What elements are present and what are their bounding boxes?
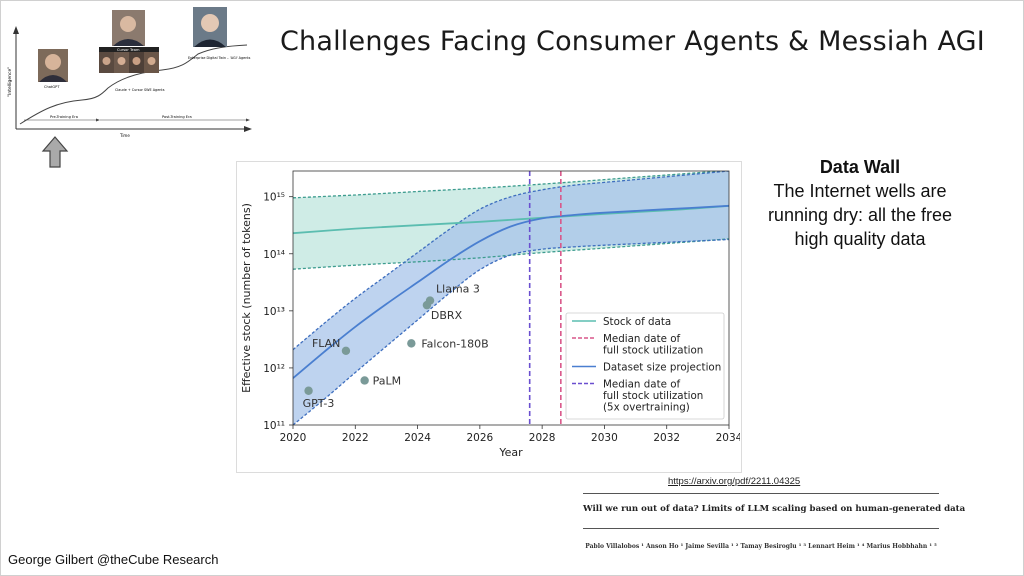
model-label: PaLM bbox=[373, 374, 402, 387]
paper-rule-bottom bbox=[583, 528, 939, 529]
post-training-label: Post-Training Era bbox=[162, 115, 192, 119]
cursor-ceo-portrait bbox=[112, 10, 145, 46]
y-tick-label: 10¹² bbox=[263, 363, 285, 375]
y-axis-label: Effective stock (number of tokens) bbox=[240, 203, 253, 393]
model-label: FLAN bbox=[312, 337, 340, 350]
plot-frame bbox=[292, 170, 730, 426]
model-label: DBRX bbox=[431, 309, 463, 322]
data-wall-callout: Data Wall The Internet wells are running… bbox=[760, 155, 960, 251]
current-position-arrow-icon bbox=[41, 136, 69, 168]
x-tick-label: 2026 bbox=[466, 432, 493, 444]
timeline-y-label: "Intelligence" bbox=[7, 67, 13, 97]
claude-cursor-label: Claude + Cursor SWE Agents bbox=[115, 88, 165, 92]
legend-entry: Stock of data bbox=[603, 316, 671, 328]
chatgpt-label: ChatGPT bbox=[44, 85, 60, 89]
x-tick-label: 2032 bbox=[653, 432, 680, 444]
timeline-x-arrow bbox=[244, 126, 252, 132]
projection-upper-bound-line bbox=[293, 171, 729, 351]
paper-title: Will we run out of data? Limits of LLM s… bbox=[583, 504, 966, 514]
data-wall-body: The Internet wells are running dry: all … bbox=[767, 181, 953, 249]
dataset-projection-line bbox=[293, 204, 729, 379]
model-label: Falcon-180B bbox=[421, 337, 488, 350]
chart-svg: 2020 2022 2024 2026 2028 2030 2032 2034 10¹¹ 10¹²… bbox=[240, 170, 740, 459]
model-point-gpt-3 bbox=[304, 386, 313, 395]
data-wall-heading: Data Wall bbox=[819, 157, 901, 177]
dataset-projection-band bbox=[293, 171, 729, 425]
cursor-team-label: Cursor Team bbox=[117, 48, 140, 52]
model-label: GPT-3 bbox=[303, 397, 335, 410]
timeline-curve bbox=[19, 44, 248, 125]
y-tick-label: 10¹⁴ bbox=[263, 249, 285, 261]
y-tick-label: 10¹⁵ bbox=[263, 192, 285, 204]
model-point-llama-3 bbox=[425, 296, 435, 305]
stock-of-data-line bbox=[293, 204, 729, 235]
stock-lower-bound-line bbox=[293, 238, 729, 270]
x-tick-label: 2030 bbox=[591, 432, 618, 444]
projection-lower-bound-line bbox=[293, 238, 729, 425]
y-tick-label: 10¹¹ bbox=[263, 420, 285, 432]
x-tick-label: 2024 bbox=[404, 432, 431, 444]
model-point-falcon-180b bbox=[407, 339, 416, 348]
intelligence-timeline-diagram: "Intelligence" Time Pre-Training Era Pos… bbox=[7, 7, 252, 168]
arxiv-link[interactable]: https://arxiv.org/pdf/2211.04325 bbox=[668, 476, 801, 487]
y-tick-label: 10¹³ bbox=[263, 306, 285, 318]
enterprise-portrait bbox=[193, 7, 227, 47]
pre-training-label: Pre-Training Era bbox=[50, 115, 78, 119]
x-tick-label: 2034 bbox=[716, 432, 740, 444]
stock-upper-bound-line bbox=[293, 171, 729, 199]
page-title: Challenges Facing Consumer Agents & Mess… bbox=[280, 26, 985, 57]
paper-authors: Pablo Villalobos ¹ Anson Ho ¹ Jaime Sevi… bbox=[585, 543, 937, 550]
x-tick-label: 2020 bbox=[280, 432, 307, 444]
cursor-team-photos bbox=[99, 52, 159, 73]
timeline-x-label: Time bbox=[119, 133, 130, 138]
legend-entry: Median date of full stock utilization bbox=[603, 333, 703, 357]
timeline-y-arrow bbox=[13, 26, 19, 34]
chatgpt-portrait bbox=[38, 49, 68, 82]
x-axis-label: Year bbox=[498, 446, 523, 459]
data-stock-chart: 2020 2022 2024 2026 2028 2030 2032 2034 10¹¹ 10¹²… bbox=[236, 161, 742, 473]
x-tick-label: 2028 bbox=[529, 432, 556, 444]
model-point-flan bbox=[341, 346, 351, 355]
x-tick-label: 2022 bbox=[342, 432, 369, 444]
legend-entry: Median date of full stock utilization (5x … bbox=[603, 379, 703, 414]
paper-rule-top bbox=[583, 493, 939, 494]
cursor-team-banner bbox=[99, 47, 159, 52]
presenter-credit: George Gilbert @theCube Research bbox=[8, 552, 219, 567]
legend-box bbox=[565, 312, 725, 420]
legend-entry: Dataset size projection bbox=[603, 362, 721, 374]
model-label: Llama 3 bbox=[436, 283, 480, 296]
enterprise-label: Enterprise Digital Twin – 'AGI' Agents bbox=[188, 56, 251, 60]
model-point-palm bbox=[360, 376, 369, 385]
